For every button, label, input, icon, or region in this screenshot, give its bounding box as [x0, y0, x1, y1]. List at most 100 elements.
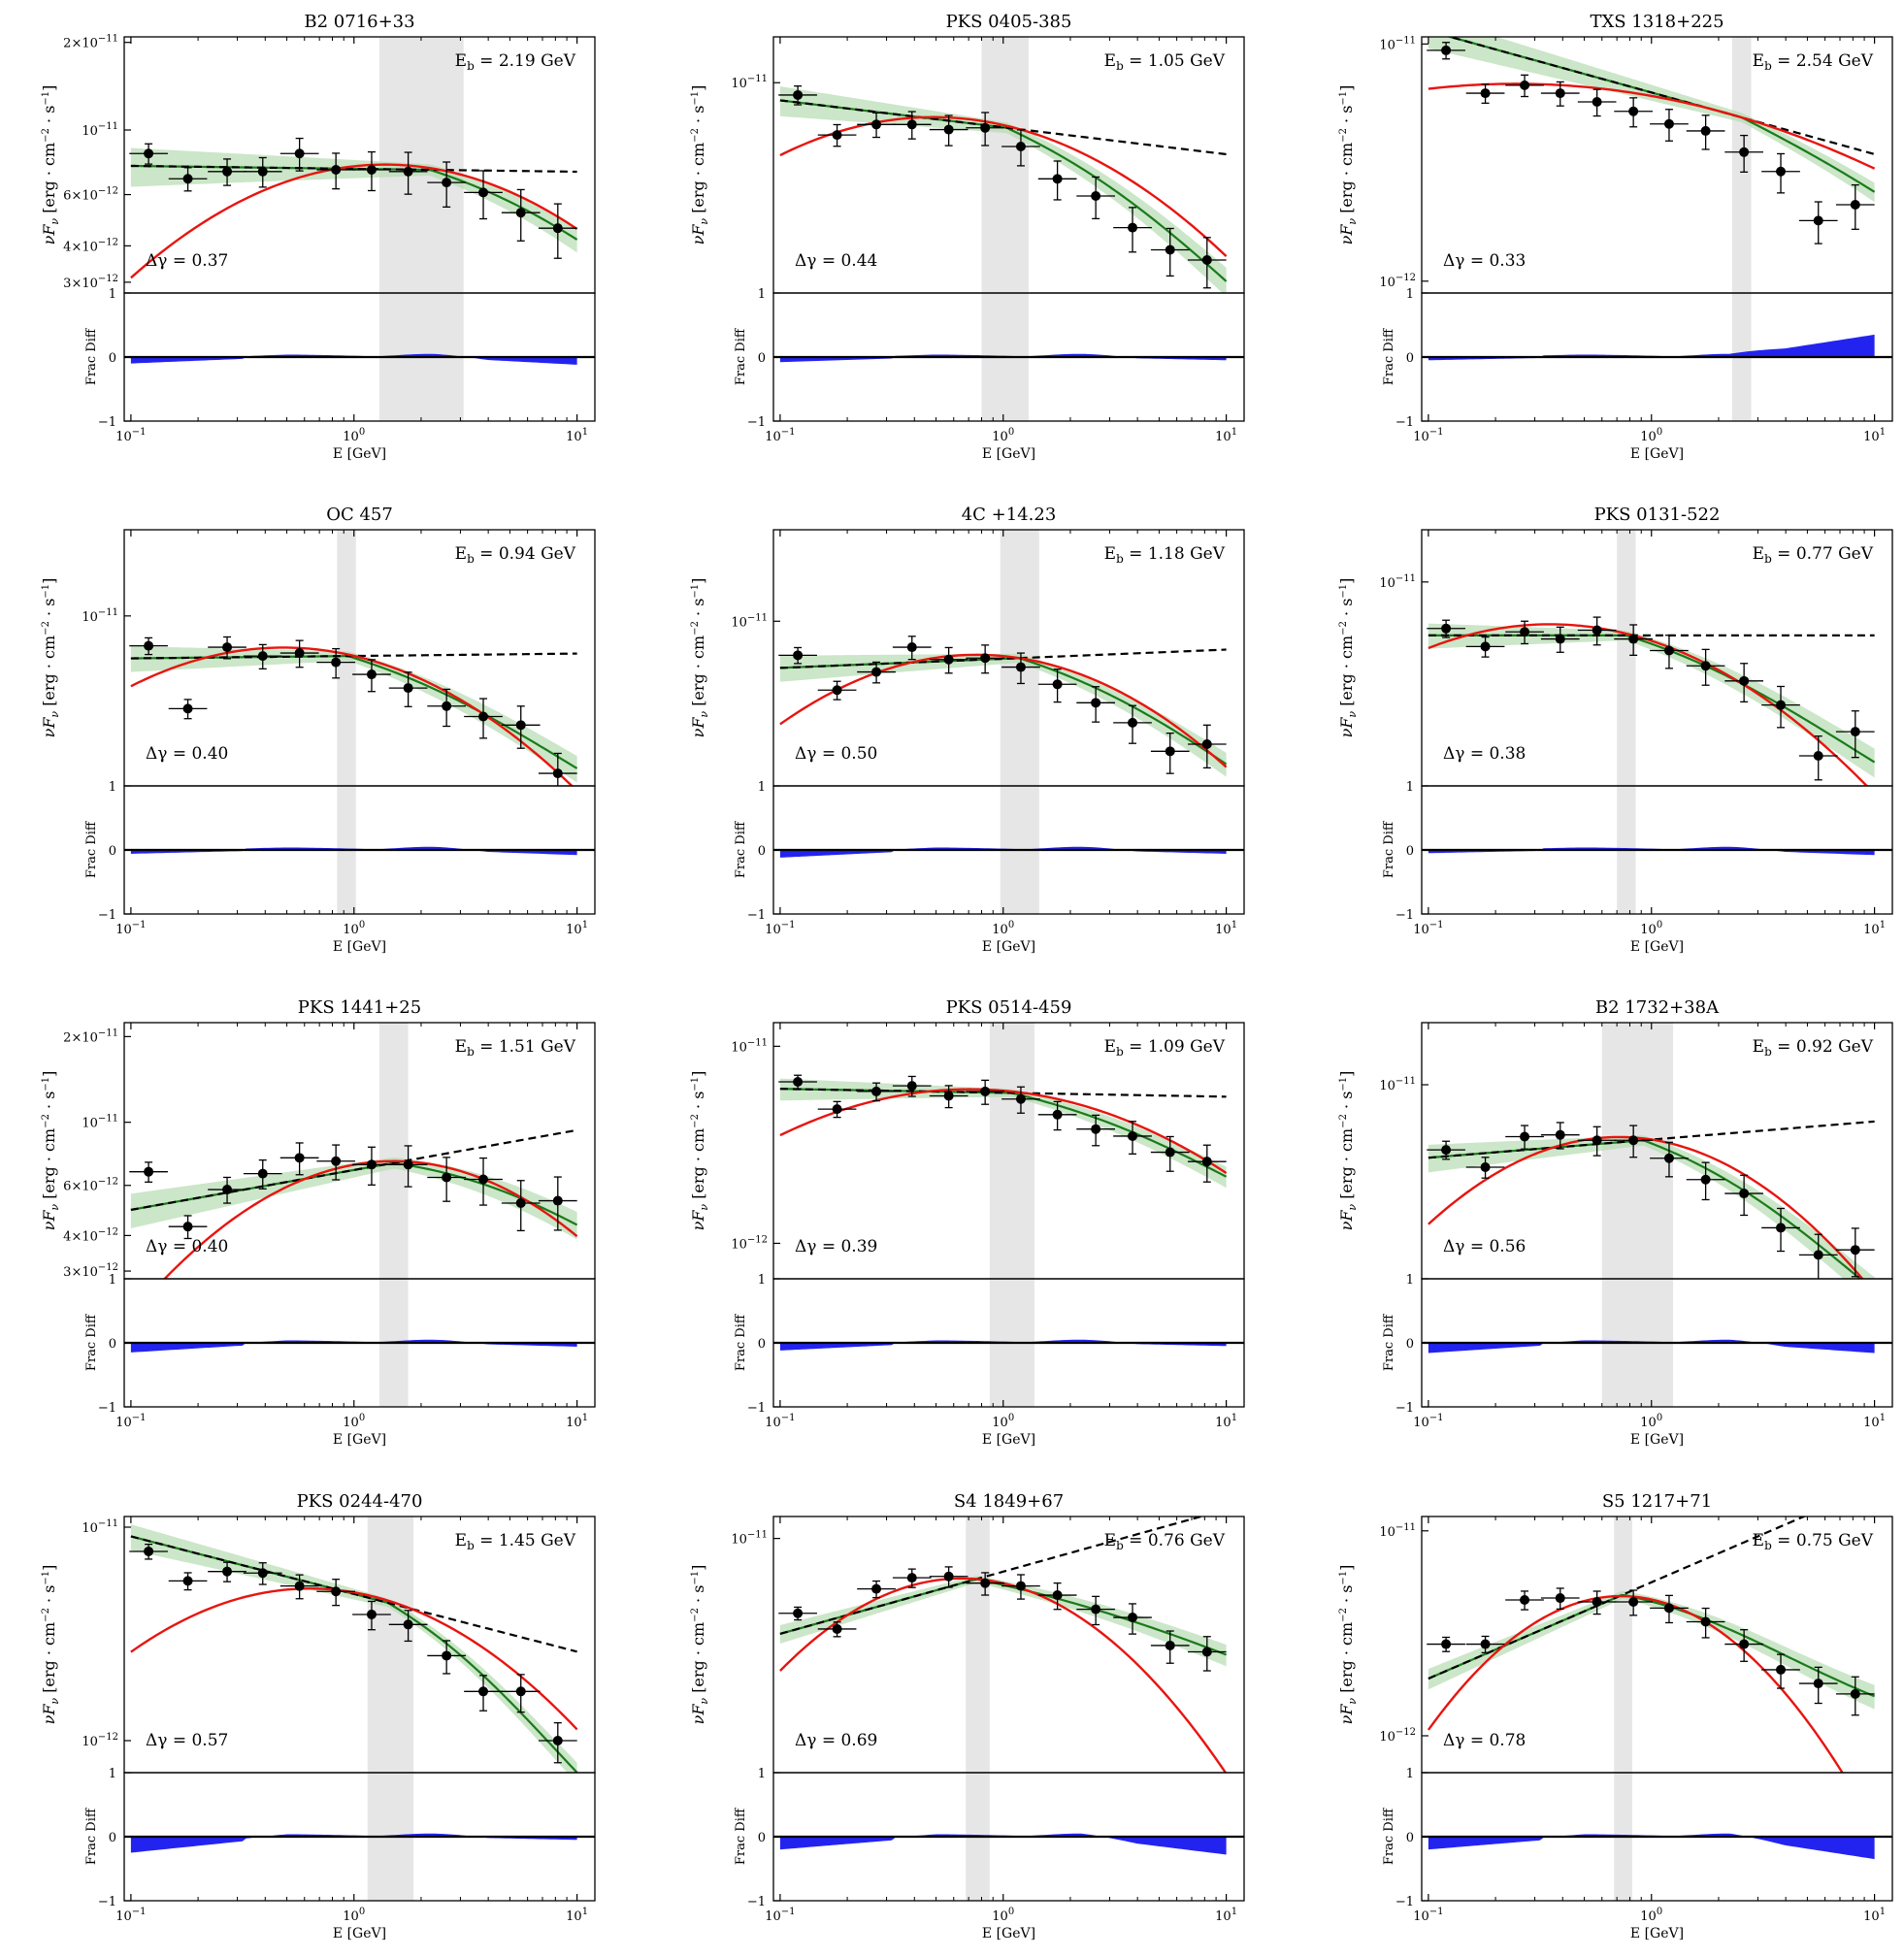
log-parabola-line: [1428, 1135, 1864, 1279]
data-point: [832, 1623, 842, 1634]
y-axis-label: νFν [erg · cm−2 · s−1]: [1337, 1565, 1359, 1725]
data-point: [1592, 625, 1602, 636]
delta-gamma-label: Δγ = 0.69: [795, 1731, 877, 1750]
residual-y-tick-label: −1: [98, 1401, 116, 1416]
break-band: [337, 530, 356, 914]
broken-power-law-line: [779, 657, 1228, 766]
log-parabola-line: [1428, 82, 1876, 170]
residual-y-tick-label: −1: [747, 1401, 766, 1416]
x-tick-label: 101: [1215, 920, 1237, 937]
x-axis-label: E [GeV]: [1630, 939, 1684, 955]
x-tick-label: 100: [992, 1907, 1014, 1924]
log-parabola-line: [130, 1587, 578, 1731]
log-parabola-line: [779, 653, 1228, 768]
green-uncertainty-band: [130, 147, 577, 253]
data-point: [1628, 1597, 1639, 1608]
y-tick-label: 10−11: [1379, 1522, 1416, 1540]
broken-power-law-line: [779, 1088, 1228, 1178]
residual-fill: [779, 353, 1227, 363]
break-energy-label: Eb = 2.54 GeV: [1753, 51, 1874, 73]
residual-y-tick-label: 0: [1406, 844, 1414, 859]
data-point: [257, 166, 268, 177]
data-point: [793, 650, 804, 661]
data-point: [1091, 1604, 1101, 1615]
residual-y-tick-label: −1: [98, 415, 116, 430]
data-point: [1441, 45, 1452, 55]
data-point: [980, 1578, 991, 1588]
data-point: [331, 165, 342, 176]
x-tick-label: 10−1: [1413, 920, 1443, 937]
data-point: [906, 1081, 917, 1092]
broken-power-law-line: [1428, 1139, 1862, 1279]
break-energy-label: Eb = 0.77 GeV: [1753, 544, 1874, 566]
residual-fill: [1428, 334, 1875, 361]
x-tick-label: 101: [566, 1413, 588, 1430]
x-tick-label: 100: [343, 427, 365, 444]
x-tick-label: 10−1: [115, 1907, 146, 1924]
residual-y-tick-label: 0: [758, 1831, 766, 1845]
residual-y-tick-label: −1: [98, 1895, 116, 1909]
data-point: [1091, 191, 1101, 202]
data-point: [222, 1566, 233, 1577]
data-point: [1850, 1245, 1860, 1256]
delta-gamma-label: Δγ = 0.44: [795, 251, 877, 271]
break-band: [989, 1023, 1034, 1407]
data-point: [1128, 1130, 1138, 1141]
residual-y-tick-label: 1: [758, 287, 766, 302]
green-uncertainty-band: [1428, 37, 1875, 203]
data-point: [980, 1086, 991, 1096]
data-point: [1520, 627, 1530, 637]
y-tick-label: 2×10−11: [63, 1027, 118, 1045]
y-tick-label: 4×10−12: [63, 237, 118, 254]
data-point: [515, 208, 526, 218]
data-point: [1052, 1590, 1063, 1601]
x-tick-label: 10−1: [115, 920, 146, 937]
x-tick-label: 101: [1215, 427, 1237, 444]
panel-title: OC 457: [326, 505, 393, 525]
break-energy-label: Eb = 1.45 GeV: [455, 1531, 576, 1552]
y-axis-label: νFν [erg · cm−2 · s−1]: [40, 1071, 61, 1231]
data-point: [1663, 118, 1674, 129]
data-point: [1015, 1093, 1026, 1104]
x-tick-label: 101: [1863, 1907, 1886, 1924]
data-point: [1201, 1157, 1212, 1167]
log-parabola-line: [130, 646, 574, 786]
data-point: [1128, 717, 1138, 728]
residual-y-tick-label: −1: [747, 908, 766, 923]
residual-y-tick-label: 1: [109, 780, 116, 795]
y-tick-label: 10−11: [731, 74, 768, 91]
x-axis-label: E [GeV]: [1630, 446, 1684, 462]
residual-y-tick-label: 0: [109, 1831, 116, 1845]
residual-y-tick-label: 1: [758, 780, 766, 795]
data-point: [1555, 634, 1565, 644]
residual-y-tick-label: −1: [747, 1895, 766, 1909]
power-law-line: [779, 1517, 1205, 1635]
x-axis-label: E [GeV]: [333, 1926, 386, 1941]
x-axis-label: E [GeV]: [1630, 1926, 1684, 1941]
residual-y-tick-label: −1: [1395, 415, 1414, 430]
data-point: [222, 642, 233, 653]
data-point: [478, 1174, 489, 1185]
data-point: [403, 166, 413, 177]
data-point: [832, 685, 842, 696]
residual-axis-label: Frac Diff: [84, 820, 99, 878]
residual-y-tick-label: 1: [758, 1273, 766, 1288]
data-point: [1776, 700, 1787, 710]
green-uncertainty-band: [1428, 1135, 1875, 1279]
panel-title: PKS 1441+25: [298, 997, 421, 1018]
x-tick-label: 10−1: [115, 427, 146, 444]
residual-fill: [779, 1833, 1227, 1855]
data-point: [943, 1571, 954, 1582]
y-tick-label: 10−11: [82, 607, 118, 625]
residual-y-tick-label: 0: [109, 844, 116, 859]
green-uncertainty-band: [130, 646, 577, 783]
y-axis-label: νFν [erg · cm−2 · s−1]: [40, 1565, 61, 1725]
residual-fill: [130, 1833, 577, 1853]
data-point: [1201, 739, 1212, 750]
data-point: [1663, 1603, 1674, 1614]
residual-axis-label: Frac Diff: [1382, 1807, 1396, 1865]
data-point: [1628, 106, 1639, 116]
residual-fill: [1428, 1833, 1875, 1860]
